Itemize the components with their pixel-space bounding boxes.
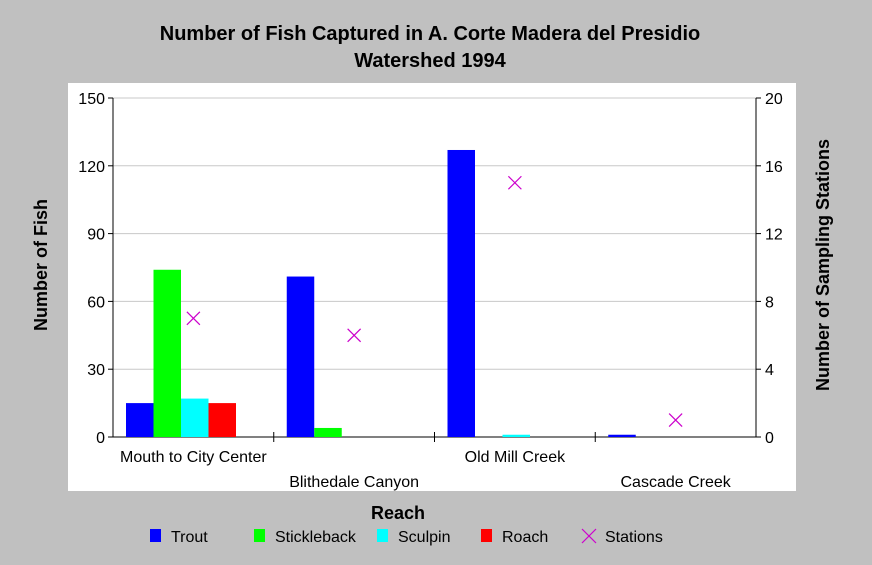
legend-item: Roach: [481, 529, 548, 546]
bar: [286, 276, 315, 437]
station-x-stroke: [186, 311, 201, 326]
y2-axis-title: Number of Sampling Stations: [813, 139, 833, 391]
legend-x-stroke: [581, 528, 597, 544]
y2-tick-label: 12: [765, 227, 783, 244]
y-tick-label: 0: [96, 430, 105, 447]
legend-swatch: [254, 529, 265, 542]
station-point: [347, 328, 362, 343]
bars: [126, 149, 636, 438]
x-category-label: Old Mill Creek: [465, 449, 566, 466]
y-axis-title: Number of Fish: [31, 199, 51, 331]
chart-title-line-1: Number of Fish Captured in A. Corte Made…: [160, 23, 700, 45]
legend-item: Stickleback: [254, 529, 357, 546]
legend-label: Stations: [605, 529, 663, 546]
bar: [181, 398, 209, 437]
y2-tick-label: 16: [765, 159, 783, 176]
legend-swatch: [481, 529, 492, 542]
x-axis-title: Reach: [371, 503, 425, 523]
legend-item: Sculpin: [377, 529, 450, 546]
x-category-label: Cascade Creek: [620, 474, 731, 491]
station-point: [186, 311, 201, 326]
y2-tick-label: 8: [765, 294, 774, 311]
chart-title-line-2: Watershed 1994: [354, 50, 506, 72]
station-markers: [186, 175, 683, 427]
bar: [208, 403, 236, 437]
tick-labels: 0 30 60 90 120 150 0 4 8 12 16 20 Mouth to City Cent…: [78, 91, 783, 491]
x-category-label: Blithedale Canyon: [289, 474, 419, 491]
bar: [502, 434, 530, 437]
y-tick-label: 150: [78, 91, 105, 108]
legend-label: Roach: [502, 529, 548, 546]
station-x-stroke: [668, 413, 683, 427]
y-tick-label: 30: [87, 362, 105, 379]
legend-item: Stations: [581, 528, 663, 546]
legend-swatch: [377, 529, 388, 542]
y-tick-label: 90: [87, 227, 105, 244]
axes: [108, 97, 761, 442]
legend-label: Trout: [171, 529, 208, 546]
bar: [608, 434, 636, 437]
y-tick-label: 60: [87, 294, 105, 311]
legend-label: Stickleback: [275, 529, 357, 546]
y2-tick-label: 4: [765, 362, 774, 379]
station-x-stroke: [507, 175, 522, 190]
station-point: [507, 175, 522, 190]
legend-label: Sculpin: [398, 529, 450, 546]
chart-title: Number of Fish Captured in A. Corte Made…: [160, 23, 700, 72]
y2-tick-label: 0: [765, 430, 774, 447]
bar: [314, 427, 342, 437]
y2-tick-label: 20: [765, 91, 783, 108]
station-point: [668, 413, 683, 427]
y-tick-label: 120: [78, 159, 105, 176]
station-x-stroke: [347, 328, 362, 343]
legend: Trout Stickleback Sculpin Roach Stations: [150, 528, 663, 546]
bar: [126, 403, 154, 437]
gridlines: [113, 97, 756, 370]
legend-item: Trout: [150, 529, 208, 546]
x-category-label: Mouth to City Center: [120, 449, 267, 466]
bar: [447, 149, 475, 438]
legend-swatch: [150, 529, 161, 542]
bar: [153, 269, 181, 437]
